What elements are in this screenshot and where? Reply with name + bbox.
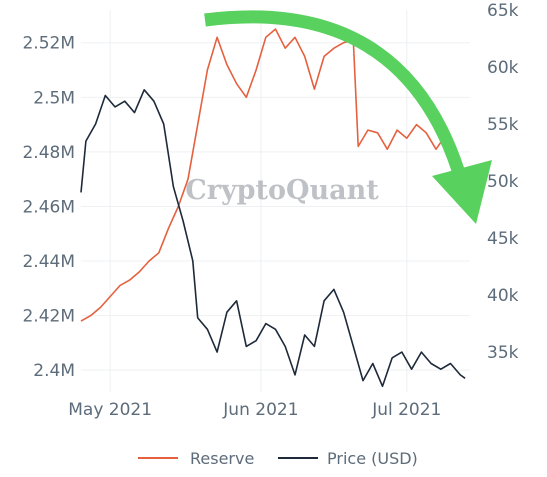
left-tick-label: 2.48M xyxy=(22,143,75,163)
left-tick-label: 2.44M xyxy=(22,252,75,272)
x-tick-label: Jun 2021 xyxy=(222,400,298,420)
left-tick-label: 2.4M xyxy=(33,361,75,381)
right-tick-label: 60k xyxy=(487,58,519,78)
right-axis-ticks: 35k 40k 45k 50k 55k 60k 65k xyxy=(487,1,519,363)
grid-lines xyxy=(81,10,470,392)
watermark-text: CryptoQuant xyxy=(185,175,379,206)
left-axis-ticks: 2.4M 2.42M 2.44M 2.46M 2.48M 2.5M 2.52M xyxy=(22,34,75,381)
legend-item-price-usd[interactable]: Price (USD) xyxy=(278,449,418,468)
right-tick-label: 35k xyxy=(487,343,519,363)
arrow-shaft xyxy=(204,10,465,173)
series-layer xyxy=(80,28,466,388)
legend-item-reserve[interactable]: Reserve xyxy=(138,449,254,468)
right-tick-label: 40k xyxy=(487,286,519,306)
left-tick-label: 2.5M xyxy=(33,88,75,108)
price-usd-series-line xyxy=(80,89,466,388)
arrow-head xyxy=(432,160,492,224)
legend-label: Price (USD) xyxy=(327,449,418,468)
legend: Reserve Price (USD) xyxy=(138,449,418,468)
reserve-series-line xyxy=(80,28,466,322)
left-tick-label: 2.46M xyxy=(22,197,75,217)
x-tick-label: May 2021 xyxy=(68,400,152,420)
right-tick-label: 65k xyxy=(487,1,519,21)
trend-arrow-annotation xyxy=(204,10,492,224)
x-axis-ticks: May 2021 Jun 2021 Jul 2021 xyxy=(68,400,441,420)
right-tick-label: 50k xyxy=(487,172,519,192)
x-tick-label: Jul 2021 xyxy=(371,400,441,420)
left-tick-label: 2.42M xyxy=(22,307,75,327)
right-tick-label: 45k xyxy=(487,229,519,249)
left-tick-label: 2.52M xyxy=(22,34,75,54)
legend-label: Reserve xyxy=(190,449,254,468)
right-tick-label: 55k xyxy=(487,115,519,135)
